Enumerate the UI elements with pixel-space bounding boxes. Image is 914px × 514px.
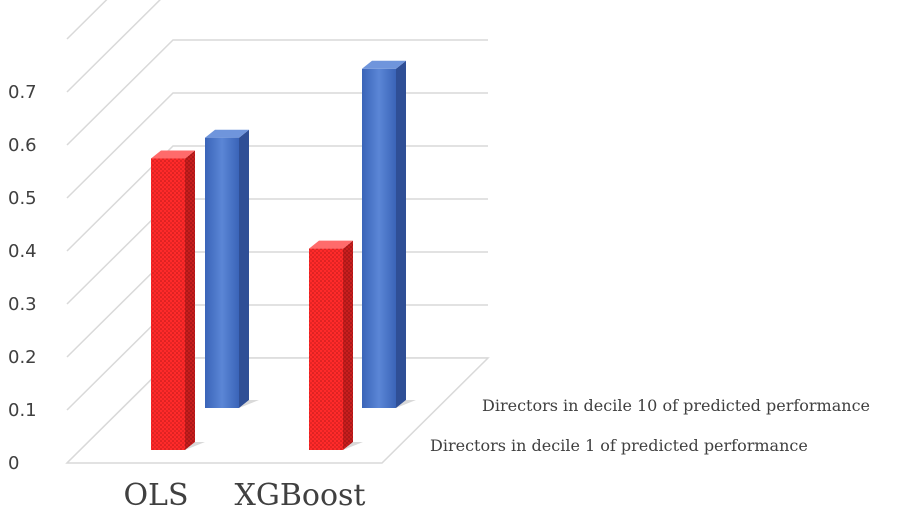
gridline	[66, 0, 108, 40]
chart-floor	[65, 357, 490, 464]
y-tick-label: 0.1	[8, 400, 37, 421]
bar	[362, 60, 416, 409]
gridline	[66, 0, 161, 93]
y-tick-label: 0.6	[8, 135, 37, 156]
series-label: Directors in decile 10 of predicted perf…	[482, 396, 870, 415]
labels: 0 0.1 0.2 0.3 0.4 0.5 0.6 0.7 OLS XGBoost Director…	[8, 82, 870, 513]
y-tick-label: 0	[8, 453, 19, 474]
series-label: Directors in decile 1 of predicted perfo…	[430, 436, 808, 455]
bar	[205, 129, 259, 408]
y-tick-label: 0.5	[8, 188, 37, 209]
x-tick-label: OLS	[123, 478, 188, 513]
bar	[309, 240, 363, 450]
gridline	[66, 39, 488, 146]
y-tick-label: 0.3	[8, 294, 37, 315]
y-tick-label: 0.7	[8, 82, 37, 103]
x-tick-label: XGBoost	[235, 478, 366, 513]
bar	[151, 150, 205, 450]
floor	[65, 357, 490, 464]
bars	[151, 60, 416, 450]
y-tick-label: 0.2	[8, 347, 37, 368]
y-tick-label: 0.4	[8, 241, 37, 262]
